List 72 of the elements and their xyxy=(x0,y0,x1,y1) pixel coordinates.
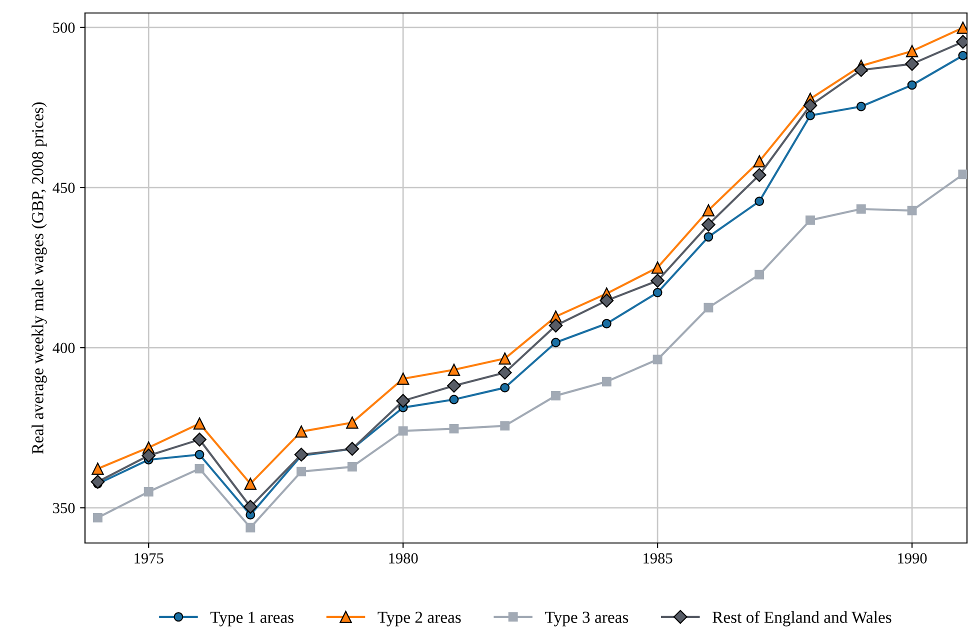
point xyxy=(296,466,306,476)
point xyxy=(194,450,204,460)
point xyxy=(347,462,357,472)
point xyxy=(602,318,612,328)
point xyxy=(500,382,510,392)
point xyxy=(244,478,257,490)
point xyxy=(752,168,766,182)
point xyxy=(650,274,664,288)
point xyxy=(856,102,866,112)
point xyxy=(753,155,766,168)
point xyxy=(702,204,715,216)
point xyxy=(806,215,815,225)
point xyxy=(651,261,664,274)
x-tick-label: 1975 xyxy=(134,553,164,564)
point xyxy=(806,110,815,120)
point xyxy=(551,338,560,348)
point xyxy=(652,354,662,364)
legend-label: Type 3 areas xyxy=(545,612,628,626)
point xyxy=(398,426,408,436)
point xyxy=(93,512,102,522)
point xyxy=(142,448,156,463)
point xyxy=(702,218,716,232)
point xyxy=(854,63,868,77)
point xyxy=(602,376,612,386)
legend-label: Type 2 areas xyxy=(378,612,461,626)
point xyxy=(396,372,410,385)
point xyxy=(907,80,917,90)
x-tick-label: 1990 xyxy=(898,553,927,564)
y-axis-title: Real average weekly male wages (GBP, 2008 prices) xyxy=(32,102,47,454)
point xyxy=(803,98,818,112)
point xyxy=(548,318,563,332)
y-tick-label: 350 xyxy=(53,502,75,514)
point xyxy=(600,294,614,308)
point xyxy=(192,432,206,446)
point xyxy=(905,56,919,71)
point xyxy=(856,204,866,214)
point xyxy=(396,394,410,408)
point xyxy=(294,448,308,462)
point xyxy=(498,366,512,380)
point xyxy=(345,442,360,456)
point xyxy=(193,417,206,430)
legend-label: Type 1 areas xyxy=(210,612,294,626)
x-tick-label: 1980 xyxy=(389,553,418,564)
point xyxy=(704,302,714,312)
x-tick-label: 1985 xyxy=(644,553,672,564)
point xyxy=(448,364,460,376)
point xyxy=(449,394,459,404)
point xyxy=(704,232,714,242)
point xyxy=(958,170,967,180)
point xyxy=(754,196,764,206)
point xyxy=(449,424,459,434)
point xyxy=(652,288,662,298)
point xyxy=(906,45,918,58)
point xyxy=(346,416,358,429)
point xyxy=(498,352,511,365)
y-tick-label: 500 xyxy=(53,22,75,33)
legend-label: Rest of England and Wales xyxy=(712,611,892,626)
point xyxy=(243,500,258,514)
point xyxy=(295,425,308,438)
point xyxy=(500,421,510,431)
point xyxy=(754,270,764,280)
point xyxy=(144,487,154,496)
point xyxy=(958,50,967,60)
point xyxy=(90,474,105,489)
y-tick-label: 400 xyxy=(52,342,75,354)
point xyxy=(92,462,104,475)
point xyxy=(551,390,560,400)
point xyxy=(246,522,256,532)
point xyxy=(447,378,461,393)
point xyxy=(907,206,917,216)
point xyxy=(194,464,204,474)
y-tick-label: 450 xyxy=(52,182,75,193)
